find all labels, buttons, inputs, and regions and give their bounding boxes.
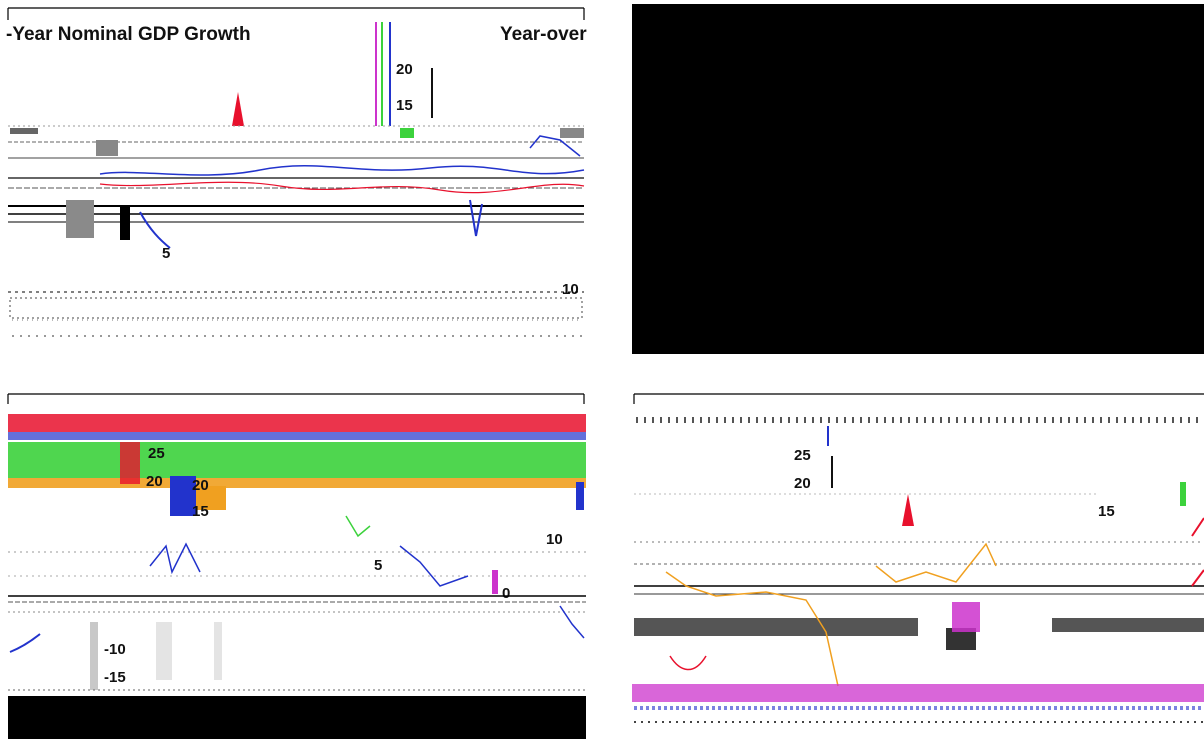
y-tick-label: 20 [396,61,413,78]
y-tick-label: 10 [546,531,563,548]
bar-noise [1180,482,1186,506]
black-footer [8,696,586,739]
black-block-small [120,206,130,240]
chart-panel-top-left: -Year Nominal GDP Growth Year-over 20 15… [0,0,590,360]
y-tick-label: 5 [162,245,170,262]
gray-block [66,200,94,238]
y-tick-label: 20 [146,473,163,490]
series-line-red-low [669,655,707,671]
chart-bottom-left-svg: 25 20 20 15 10 5 0 -10 -15 [7,393,586,739]
series-line-blue-dip [469,199,483,237]
series-line-blue-right [559,605,585,639]
series-line-orange-2 [875,542,997,583]
bar-noise [576,482,584,510]
series-line-blue-top [529,135,581,157]
chart-panel-bottom-left: 25 20 20 15 10 5 0 -10 -15 [0,386,590,739]
magenta-bar [492,570,498,594]
y-tick-label: 20 [794,475,811,492]
series-line-orange [665,571,839,687]
y-tick-label: 25 [794,447,811,464]
red-spike [232,92,244,126]
series-line-blue-down [139,211,171,249]
stripe-block [120,442,140,484]
magenta-block [952,602,980,632]
y-tick-label: 15 [1098,503,1115,520]
series-line-red [99,181,585,194]
stripe-blue [8,432,586,440]
series-line-blue-low [9,633,41,653]
band-magenta [632,684,1204,702]
series-line-red-right-2 [1191,569,1204,587]
y-tick-label: -10 [104,641,126,658]
chart-panel-bottom-right: 25 20 15 [626,386,1204,739]
y-tick-label: 10 [562,281,579,298]
series-line-blue-2 [399,545,469,587]
chart-bottom-right-svg: 25 20 15 [632,393,1204,723]
gray-column [156,622,172,680]
series-line-red-right [1191,517,1204,537]
chart-title-right: Year-over [500,24,587,45]
y-tick-label: 5 [374,557,382,574]
y-tick-label: 15 [396,97,413,114]
bar-noise [400,128,414,138]
stripe-orange [8,478,586,488]
bar-noise [96,140,118,156]
red-spike [902,494,914,526]
stripe-block [196,486,226,510]
stripe-block [170,476,196,516]
y-tick-label: 15 [192,503,209,520]
series-line-green [345,515,371,538]
dark-bar [946,628,976,650]
dark-bar [634,618,918,636]
gray-column [90,622,98,690]
chart-title-left: -Year Nominal GDP Growth [6,24,251,45]
series-line-blue [99,165,585,176]
y-tick-label: 25 [148,445,165,462]
stripe-red [8,414,586,432]
gray-column [214,622,222,680]
chart-panel-top-right-blackout [632,4,1204,354]
stripe-green [8,442,586,478]
bar-noise [560,128,584,138]
y-tick-label: -15 [104,669,126,686]
dark-bar [1052,618,1204,632]
x-tick-smear [9,297,583,319]
bar-noise [10,128,38,134]
y-tick-label: 20 [192,477,209,494]
y-tick-label: 0 [502,585,510,602]
chart-top-left-svg: -Year Nominal GDP Growth Year-over 20 15… [6,7,587,337]
series-line-blue [149,542,201,575]
